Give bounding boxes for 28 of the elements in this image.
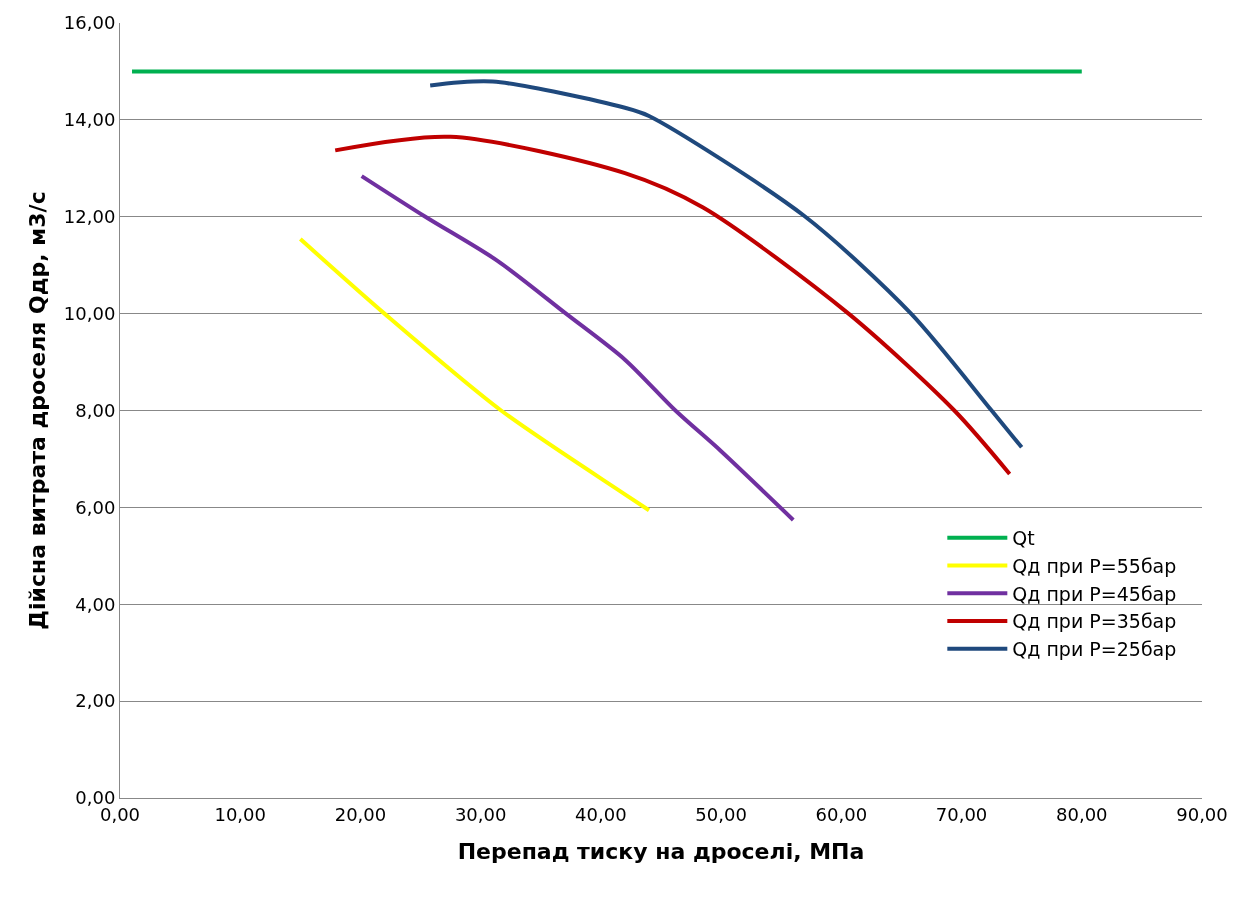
y-tick-label: 16,00 — [63, 12, 116, 34]
x-tick-label: 60,00 — [815, 803, 868, 825]
x-tick-label: 30,00 — [454, 803, 507, 825]
x-tick-label: 20,00 — [334, 803, 387, 825]
legend-label: Qд при P=45бар — [1012, 582, 1177, 605]
y-tick-label: 14,00 — [63, 109, 116, 131]
x-tick-label: 70,00 — [935, 803, 988, 825]
x-tick-label: 80,00 — [1056, 803, 1108, 825]
x-tick-label: 50,00 — [695, 803, 747, 825]
legend-label: Qд при P=25бар — [1012, 638, 1177, 661]
y-tick-label: 2,00 — [75, 690, 116, 712]
x-tick-label: 90,00 — [1176, 803, 1228, 825]
y-tick-label: 10,00 — [63, 302, 116, 324]
y-tick-label: 12,00 — [63, 206, 116, 228]
x-axis-title: Перепад тиску на дроселі, МПа — [457, 839, 865, 865]
line-series — [359, 174, 796, 522]
y-tick-label: 8,00 — [75, 399, 116, 421]
x-tick-label: 40,00 — [575, 803, 627, 825]
line-series — [428, 79, 1024, 450]
y-axis-title: Дійсна витрата дроселя Qдр, м3/с — [24, 191, 50, 630]
y-tick-label: 6,00 — [75, 496, 116, 518]
y-tick-label: 4,00 — [75, 593, 116, 615]
legend-label: Qд при P=35бар — [1012, 610, 1177, 633]
line-series — [333, 134, 1012, 476]
legend-label: Qд при P=55бар — [1012, 554, 1177, 577]
legend-label: Qt — [1012, 527, 1035, 550]
line-series — [298, 237, 651, 513]
x-tick-label: 10,00 — [214, 803, 266, 825]
